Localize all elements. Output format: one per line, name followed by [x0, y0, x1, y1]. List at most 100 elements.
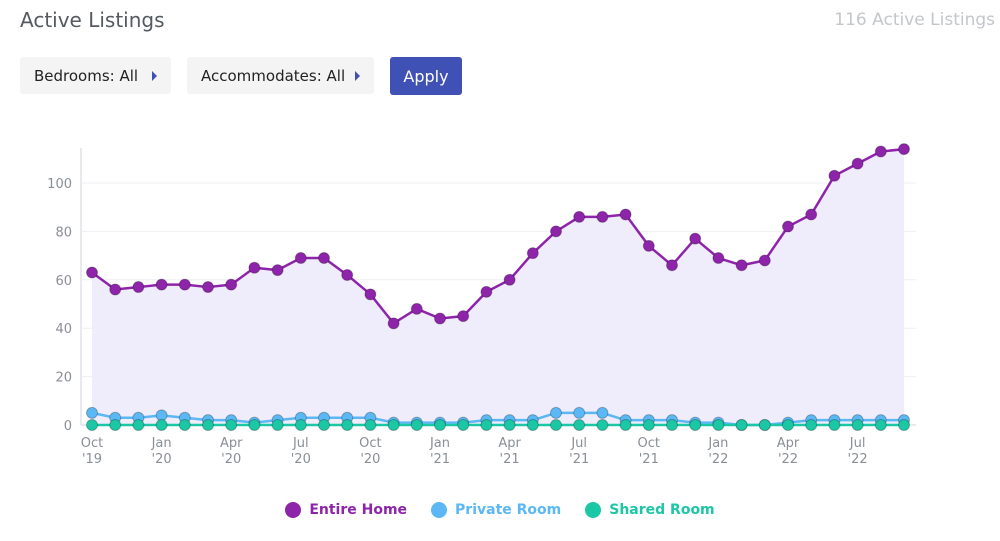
shared-room-point [178, 419, 191, 431]
x-tick-label-year: '20 [221, 452, 241, 467]
shared-room-point [271, 419, 284, 431]
legend-dot-icon [585, 502, 602, 518]
shared-room-point [735, 419, 748, 431]
legend-dot-icon [431, 502, 448, 518]
entire-home-point [550, 225, 562, 238]
shared-room-point [550, 419, 562, 431]
entire-home-point [619, 208, 632, 221]
x-tick-label-year: '22 [848, 452, 868, 467]
entire-home-point [457, 310, 470, 323]
caret-right-icon [355, 71, 360, 81]
entire-home-point [689, 232, 702, 245]
x-tick-label-month: Jul [292, 436, 309, 451]
entire-home-point [318, 252, 330, 265]
x-tick-label-year: '21 [569, 452, 589, 467]
shared-room-point [132, 419, 145, 431]
shared-room-point [666, 419, 678, 431]
x-tick-label-year: '19 [82, 452, 102, 467]
y-tick-label: 40 [55, 322, 72, 337]
shared-room-point [225, 419, 238, 431]
legend-item-entire-home[interactable]: Entire Home [285, 502, 407, 518]
entire-home-point [666, 259, 678, 272]
entire-home-point [642, 239, 655, 252]
x-tick-label-month: Oct [359, 436, 381, 451]
shared-room-point [573, 419, 586, 431]
x-tick-label-year: '20 [291, 452, 311, 467]
shared-room-point [457, 419, 470, 431]
x-tick-label-year: '22 [708, 452, 728, 467]
shared-room-point [874, 419, 887, 431]
shared-room-point [86, 419, 98, 431]
shared-room-point [526, 419, 539, 431]
legend-label: Shared Room [609, 502, 715, 518]
entire-home-point [364, 288, 377, 301]
x-tick-label-year: '20 [360, 452, 380, 467]
shared-room-point [318, 419, 330, 431]
entire-home-point [805, 208, 818, 221]
entire-home-point [294, 252, 307, 265]
x-tick-label-month: Jul [570, 436, 587, 451]
chart-legend: Entire Home Private Room Shared Room [0, 502, 1000, 518]
bedrooms-filter[interactable]: Bedrooms: All [20, 57, 171, 94]
shared-room-point [294, 419, 307, 431]
private-room-point [573, 406, 586, 419]
shared-room-point [851, 419, 864, 431]
entire-home-point [480, 285, 493, 298]
entire-home-point [573, 210, 586, 223]
shared-room-point [642, 419, 655, 431]
legend-item-shared-room[interactable]: Shared Room [585, 502, 715, 518]
shared-room-point [434, 419, 446, 431]
apply-button[interactable]: Apply [390, 57, 462, 95]
shared-room-point [828, 419, 841, 431]
entire-home-point [155, 278, 168, 291]
entire-home-point [434, 312, 446, 325]
entire-home-point [132, 281, 145, 294]
entire-home-point [758, 254, 771, 267]
x-tick-label-month: Apr [777, 436, 800, 451]
y-tick-label: 0 [64, 419, 72, 434]
entire-home-point [387, 317, 400, 330]
x-tick-label-year: '22 [778, 452, 798, 467]
x-tick-label-month: Jul [849, 436, 866, 451]
accommodates-filter[interactable]: Accommodates: All [187, 57, 374, 94]
entire-home-point [851, 157, 864, 170]
entire-home-point [225, 278, 238, 291]
entire-home-point [503, 273, 516, 286]
private-room-point [596, 406, 609, 419]
entire-home-point [410, 302, 423, 315]
legend-item-private-room[interactable]: Private Room [431, 502, 561, 518]
entire-home-point [202, 281, 214, 294]
active-listings-count: 116 Active Listings [834, 10, 995, 30]
shared-room-point [109, 419, 122, 431]
x-tick-label-month: Oct [638, 436, 660, 451]
entire-home-point [874, 145, 887, 158]
x-tick-label-year: '21 [430, 452, 450, 467]
x-tick-label-month: Jan [151, 436, 172, 451]
shared-room-point [805, 419, 818, 431]
page-title: Active Listings [20, 8, 165, 32]
entire-home-point [712, 252, 725, 265]
y-tick-label: 20 [55, 371, 72, 386]
y-tick-label: 100 [47, 177, 72, 192]
shared-room-point [341, 419, 354, 431]
entire-home-point [782, 220, 794, 233]
shared-room-point [155, 419, 168, 431]
shared-room-point [758, 419, 771, 431]
shared-room-point [410, 419, 423, 431]
x-tick-label-month: Apr [220, 436, 243, 451]
x-tick-label-year: '21 [500, 452, 520, 467]
shared-room-point [596, 419, 609, 431]
shared-room-point [503, 419, 516, 431]
entire-home-point [248, 261, 261, 274]
bedrooms-filter-label: Bedrooms: All [34, 66, 139, 85]
entire-home-point [86, 266, 98, 279]
shared-room-point [202, 419, 214, 431]
entire-home-point [526, 247, 539, 260]
legend-dot-icon [285, 502, 302, 518]
caret-right-icon [152, 71, 157, 81]
shared-room-point [248, 419, 261, 431]
shared-room-point [619, 419, 632, 431]
legend-label: Entire Home [309, 502, 408, 518]
y-tick-label: 60 [55, 274, 72, 289]
